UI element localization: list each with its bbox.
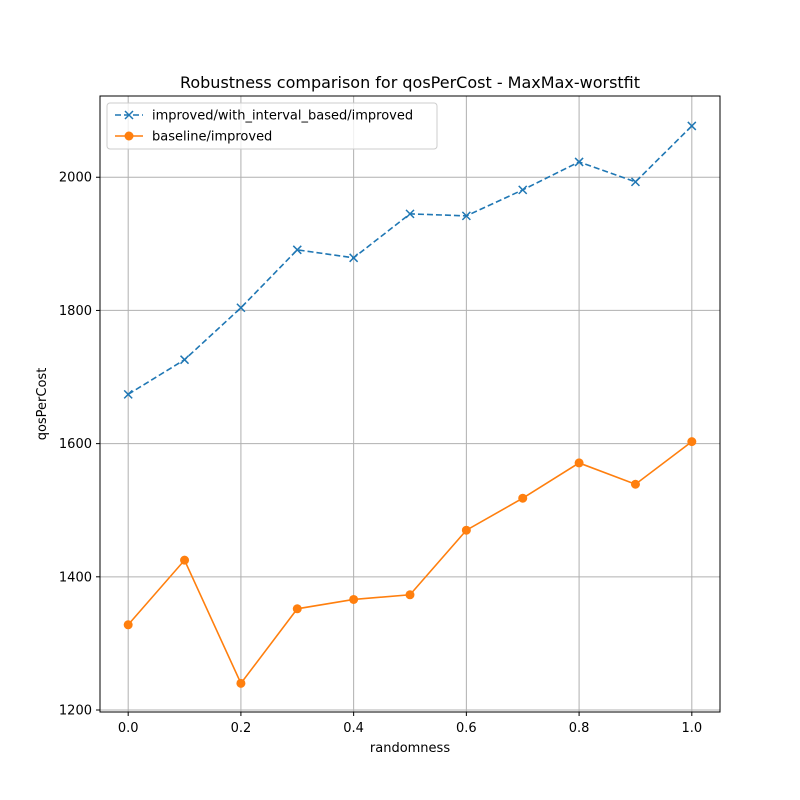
legend-item: baseline/improved (115, 130, 272, 145)
legend-marker (124, 110, 134, 120)
legend-marker (124, 131, 134, 141)
y-tick-label: 2000 (59, 171, 92, 186)
data-point (630, 177, 640, 187)
y-tick-label: 1600 (59, 437, 92, 452)
data-point (461, 211, 471, 221)
data-point (405, 209, 415, 219)
y-tick-label: 1800 (59, 304, 92, 319)
x-axis-label: randomness (370, 741, 450, 756)
plot-area-frame (99, 95, 721, 713)
legend-box (106, 102, 438, 150)
data-point (518, 493, 528, 503)
data-point (574, 157, 584, 167)
x-tick-label: 1.0 (681, 721, 702, 736)
data-point (292, 245, 302, 255)
data-point (349, 253, 359, 263)
x-tick-label: 0.6 (456, 721, 477, 736)
grid (100, 96, 720, 712)
legend: improved/with_interval_based/improvedbas… (106, 102, 438, 150)
series-1 (123, 121, 697, 399)
x-axis-ticks: 0.0 0.2 0.4 0.6 0.8 1.0 (118, 712, 702, 736)
legend-label: improved/with_interval_based/improved (152, 109, 413, 124)
data-point (630, 479, 640, 489)
data-point (405, 590, 415, 600)
x-tick-label: 0.4 (343, 721, 364, 736)
x-tick-label: 0.0 (118, 721, 139, 736)
series-2 (123, 437, 697, 688)
y-axis-label: qosPerCost (35, 368, 50, 441)
data-point (123, 620, 133, 630)
data-point (349, 594, 359, 604)
data-point (574, 458, 584, 468)
data-point (461, 525, 471, 535)
data-point (123, 389, 133, 399)
data-point (518, 185, 528, 195)
y-tick-label: 1200 (59, 704, 92, 719)
data-point (236, 303, 246, 313)
data-point (687, 121, 697, 131)
y-axis-ticks: 1200 1400 1600 1800 2000 (59, 171, 100, 719)
chart-title: Robustness comparison for qosPerCost - M… (180, 73, 640, 92)
series-layer (123, 121, 697, 688)
data-point (292, 604, 302, 614)
x-tick-label: 0.2 (231, 721, 252, 736)
data-point (180, 555, 190, 565)
x-tick-label: 0.8 (569, 721, 590, 736)
legend-label: baseline/improved (152, 130, 272, 145)
legend-item: improved/with_interval_based/improved (115, 109, 413, 124)
data-point (687, 437, 697, 447)
data-point (180, 355, 190, 365)
data-point (236, 678, 246, 688)
y-tick-label: 1400 (59, 570, 92, 585)
